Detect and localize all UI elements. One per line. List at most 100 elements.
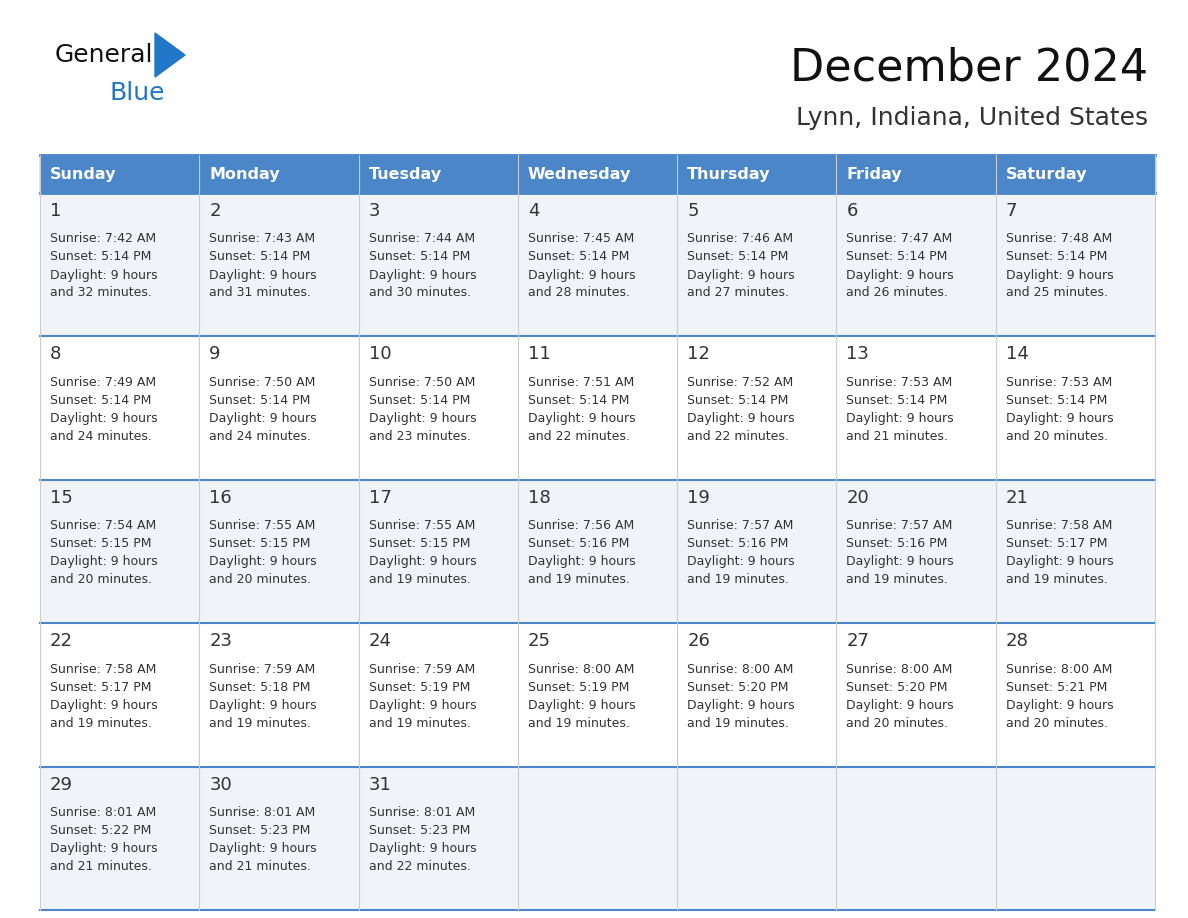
Text: Sunset: 5:14 PM: Sunset: 5:14 PM <box>50 251 151 263</box>
Bar <box>677 623 836 767</box>
Text: Sunrise: 8:01 AM: Sunrise: 8:01 AM <box>209 806 316 819</box>
Text: and 19 minutes.: and 19 minutes. <box>846 574 948 587</box>
Text: and 20 minutes.: and 20 minutes. <box>846 717 948 730</box>
Bar <box>359 480 518 623</box>
Text: and 32 minutes.: and 32 minutes. <box>50 286 152 299</box>
Text: and 24 minutes.: and 24 minutes. <box>50 430 152 442</box>
Text: Sunrise: 7:52 AM: Sunrise: 7:52 AM <box>687 375 794 389</box>
Text: 14: 14 <box>1006 345 1029 364</box>
Text: Wednesday: Wednesday <box>527 166 631 182</box>
Text: 8: 8 <box>50 345 62 364</box>
Text: Sunset: 5:22 PM: Sunset: 5:22 PM <box>50 824 151 837</box>
Text: 5: 5 <box>687 202 699 220</box>
Text: Sunrise: 7:55 AM: Sunrise: 7:55 AM <box>209 520 316 532</box>
Text: Sunrise: 7:53 AM: Sunrise: 7:53 AM <box>1006 375 1112 389</box>
Text: and 25 minutes.: and 25 minutes. <box>1006 286 1107 299</box>
Text: Sunrise: 7:57 AM: Sunrise: 7:57 AM <box>846 520 953 532</box>
Text: Daylight: 9 hours: Daylight: 9 hours <box>368 842 476 855</box>
Text: Daylight: 9 hours: Daylight: 9 hours <box>209 412 317 425</box>
Text: Sunday: Sunday <box>50 166 116 182</box>
Text: December 2024: December 2024 <box>790 47 1148 89</box>
Text: and 19 minutes.: and 19 minutes. <box>687 574 789 587</box>
Text: 11: 11 <box>527 345 550 364</box>
Text: 13: 13 <box>846 345 870 364</box>
Text: and 21 minutes.: and 21 minutes. <box>50 860 152 873</box>
Text: Sunset: 5:21 PM: Sunset: 5:21 PM <box>1006 681 1107 694</box>
Text: and 21 minutes.: and 21 minutes. <box>209 860 311 873</box>
Bar <box>200 336 359 480</box>
Text: Sunrise: 7:47 AM: Sunrise: 7:47 AM <box>846 232 953 245</box>
Text: Sunset: 5:15 PM: Sunset: 5:15 PM <box>209 537 311 550</box>
Bar <box>518 155 677 193</box>
Bar <box>996 155 1155 193</box>
Bar <box>836 193 996 336</box>
Text: Monday: Monday <box>209 166 280 182</box>
Text: 15: 15 <box>50 488 72 507</box>
Text: Sunrise: 7:42 AM: Sunrise: 7:42 AM <box>50 232 156 245</box>
Bar <box>518 193 677 336</box>
Text: Daylight: 9 hours: Daylight: 9 hours <box>846 699 954 711</box>
Text: Sunrise: 8:00 AM: Sunrise: 8:00 AM <box>687 663 794 676</box>
Text: and 28 minutes.: and 28 minutes. <box>527 286 630 299</box>
Text: Daylight: 9 hours: Daylight: 9 hours <box>846 555 954 568</box>
Text: Lynn, Indiana, United States: Lynn, Indiana, United States <box>796 106 1148 130</box>
Text: 24: 24 <box>368 633 392 650</box>
Text: Sunset: 5:17 PM: Sunset: 5:17 PM <box>1006 537 1107 550</box>
Bar <box>677 193 836 336</box>
Bar <box>40 767 200 910</box>
Text: Daylight: 9 hours: Daylight: 9 hours <box>687 412 795 425</box>
Bar <box>677 767 836 910</box>
Bar <box>677 336 836 480</box>
Text: Blue: Blue <box>110 81 165 105</box>
Text: and 22 minutes.: and 22 minutes. <box>527 430 630 442</box>
Bar <box>836 767 996 910</box>
Text: and 31 minutes.: and 31 minutes. <box>209 286 311 299</box>
Text: and 22 minutes.: and 22 minutes. <box>368 860 470 873</box>
Bar <box>40 193 200 336</box>
Bar <box>518 480 677 623</box>
Text: Sunset: 5:14 PM: Sunset: 5:14 PM <box>368 394 470 407</box>
Text: 31: 31 <box>368 776 392 793</box>
Text: and 19 minutes.: and 19 minutes. <box>209 717 311 730</box>
Text: Sunset: 5:17 PM: Sunset: 5:17 PM <box>50 681 152 694</box>
Bar <box>200 623 359 767</box>
Text: Daylight: 9 hours: Daylight: 9 hours <box>50 699 158 711</box>
Text: Daylight: 9 hours: Daylight: 9 hours <box>846 268 954 282</box>
Text: Sunset: 5:20 PM: Sunset: 5:20 PM <box>687 681 789 694</box>
Bar <box>677 480 836 623</box>
Text: Sunset: 5:23 PM: Sunset: 5:23 PM <box>209 824 310 837</box>
Text: 2: 2 <box>209 202 221 220</box>
Text: Sunrise: 7:53 AM: Sunrise: 7:53 AM <box>846 375 953 389</box>
Text: 30: 30 <box>209 776 232 793</box>
Text: and 20 minutes.: and 20 minutes. <box>209 574 311 587</box>
Text: Daylight: 9 hours: Daylight: 9 hours <box>1006 268 1113 282</box>
Text: Sunrise: 8:00 AM: Sunrise: 8:00 AM <box>846 663 953 676</box>
Bar <box>200 767 359 910</box>
Bar <box>996 336 1155 480</box>
Text: 28: 28 <box>1006 633 1029 650</box>
Bar <box>996 193 1155 336</box>
Text: and 20 minutes.: and 20 minutes. <box>50 574 152 587</box>
Text: Sunrise: 7:49 AM: Sunrise: 7:49 AM <box>50 375 156 389</box>
Text: Sunrise: 7:45 AM: Sunrise: 7:45 AM <box>527 232 634 245</box>
Text: Sunrise: 7:43 AM: Sunrise: 7:43 AM <box>209 232 315 245</box>
Text: Daylight: 9 hours: Daylight: 9 hours <box>687 699 795 711</box>
Text: Sunset: 5:14 PM: Sunset: 5:14 PM <box>50 394 151 407</box>
Text: 29: 29 <box>50 776 72 793</box>
Text: 9: 9 <box>209 345 221 364</box>
Text: Sunset: 5:14 PM: Sunset: 5:14 PM <box>1006 251 1107 263</box>
Text: Sunrise: 7:48 AM: Sunrise: 7:48 AM <box>1006 232 1112 245</box>
Text: Daylight: 9 hours: Daylight: 9 hours <box>527 412 636 425</box>
Bar <box>359 155 518 193</box>
Text: 26: 26 <box>687 633 710 650</box>
Text: Daylight: 9 hours: Daylight: 9 hours <box>209 268 317 282</box>
Text: and 20 minutes.: and 20 minutes. <box>1006 717 1107 730</box>
Bar <box>359 193 518 336</box>
Text: 25: 25 <box>527 633 551 650</box>
Text: Daylight: 9 hours: Daylight: 9 hours <box>1006 699 1113 711</box>
Bar <box>200 155 359 193</box>
Text: Sunset: 5:16 PM: Sunset: 5:16 PM <box>846 537 948 550</box>
Text: Friday: Friday <box>846 166 902 182</box>
Text: General: General <box>55 43 153 67</box>
Text: Daylight: 9 hours: Daylight: 9 hours <box>368 699 476 711</box>
